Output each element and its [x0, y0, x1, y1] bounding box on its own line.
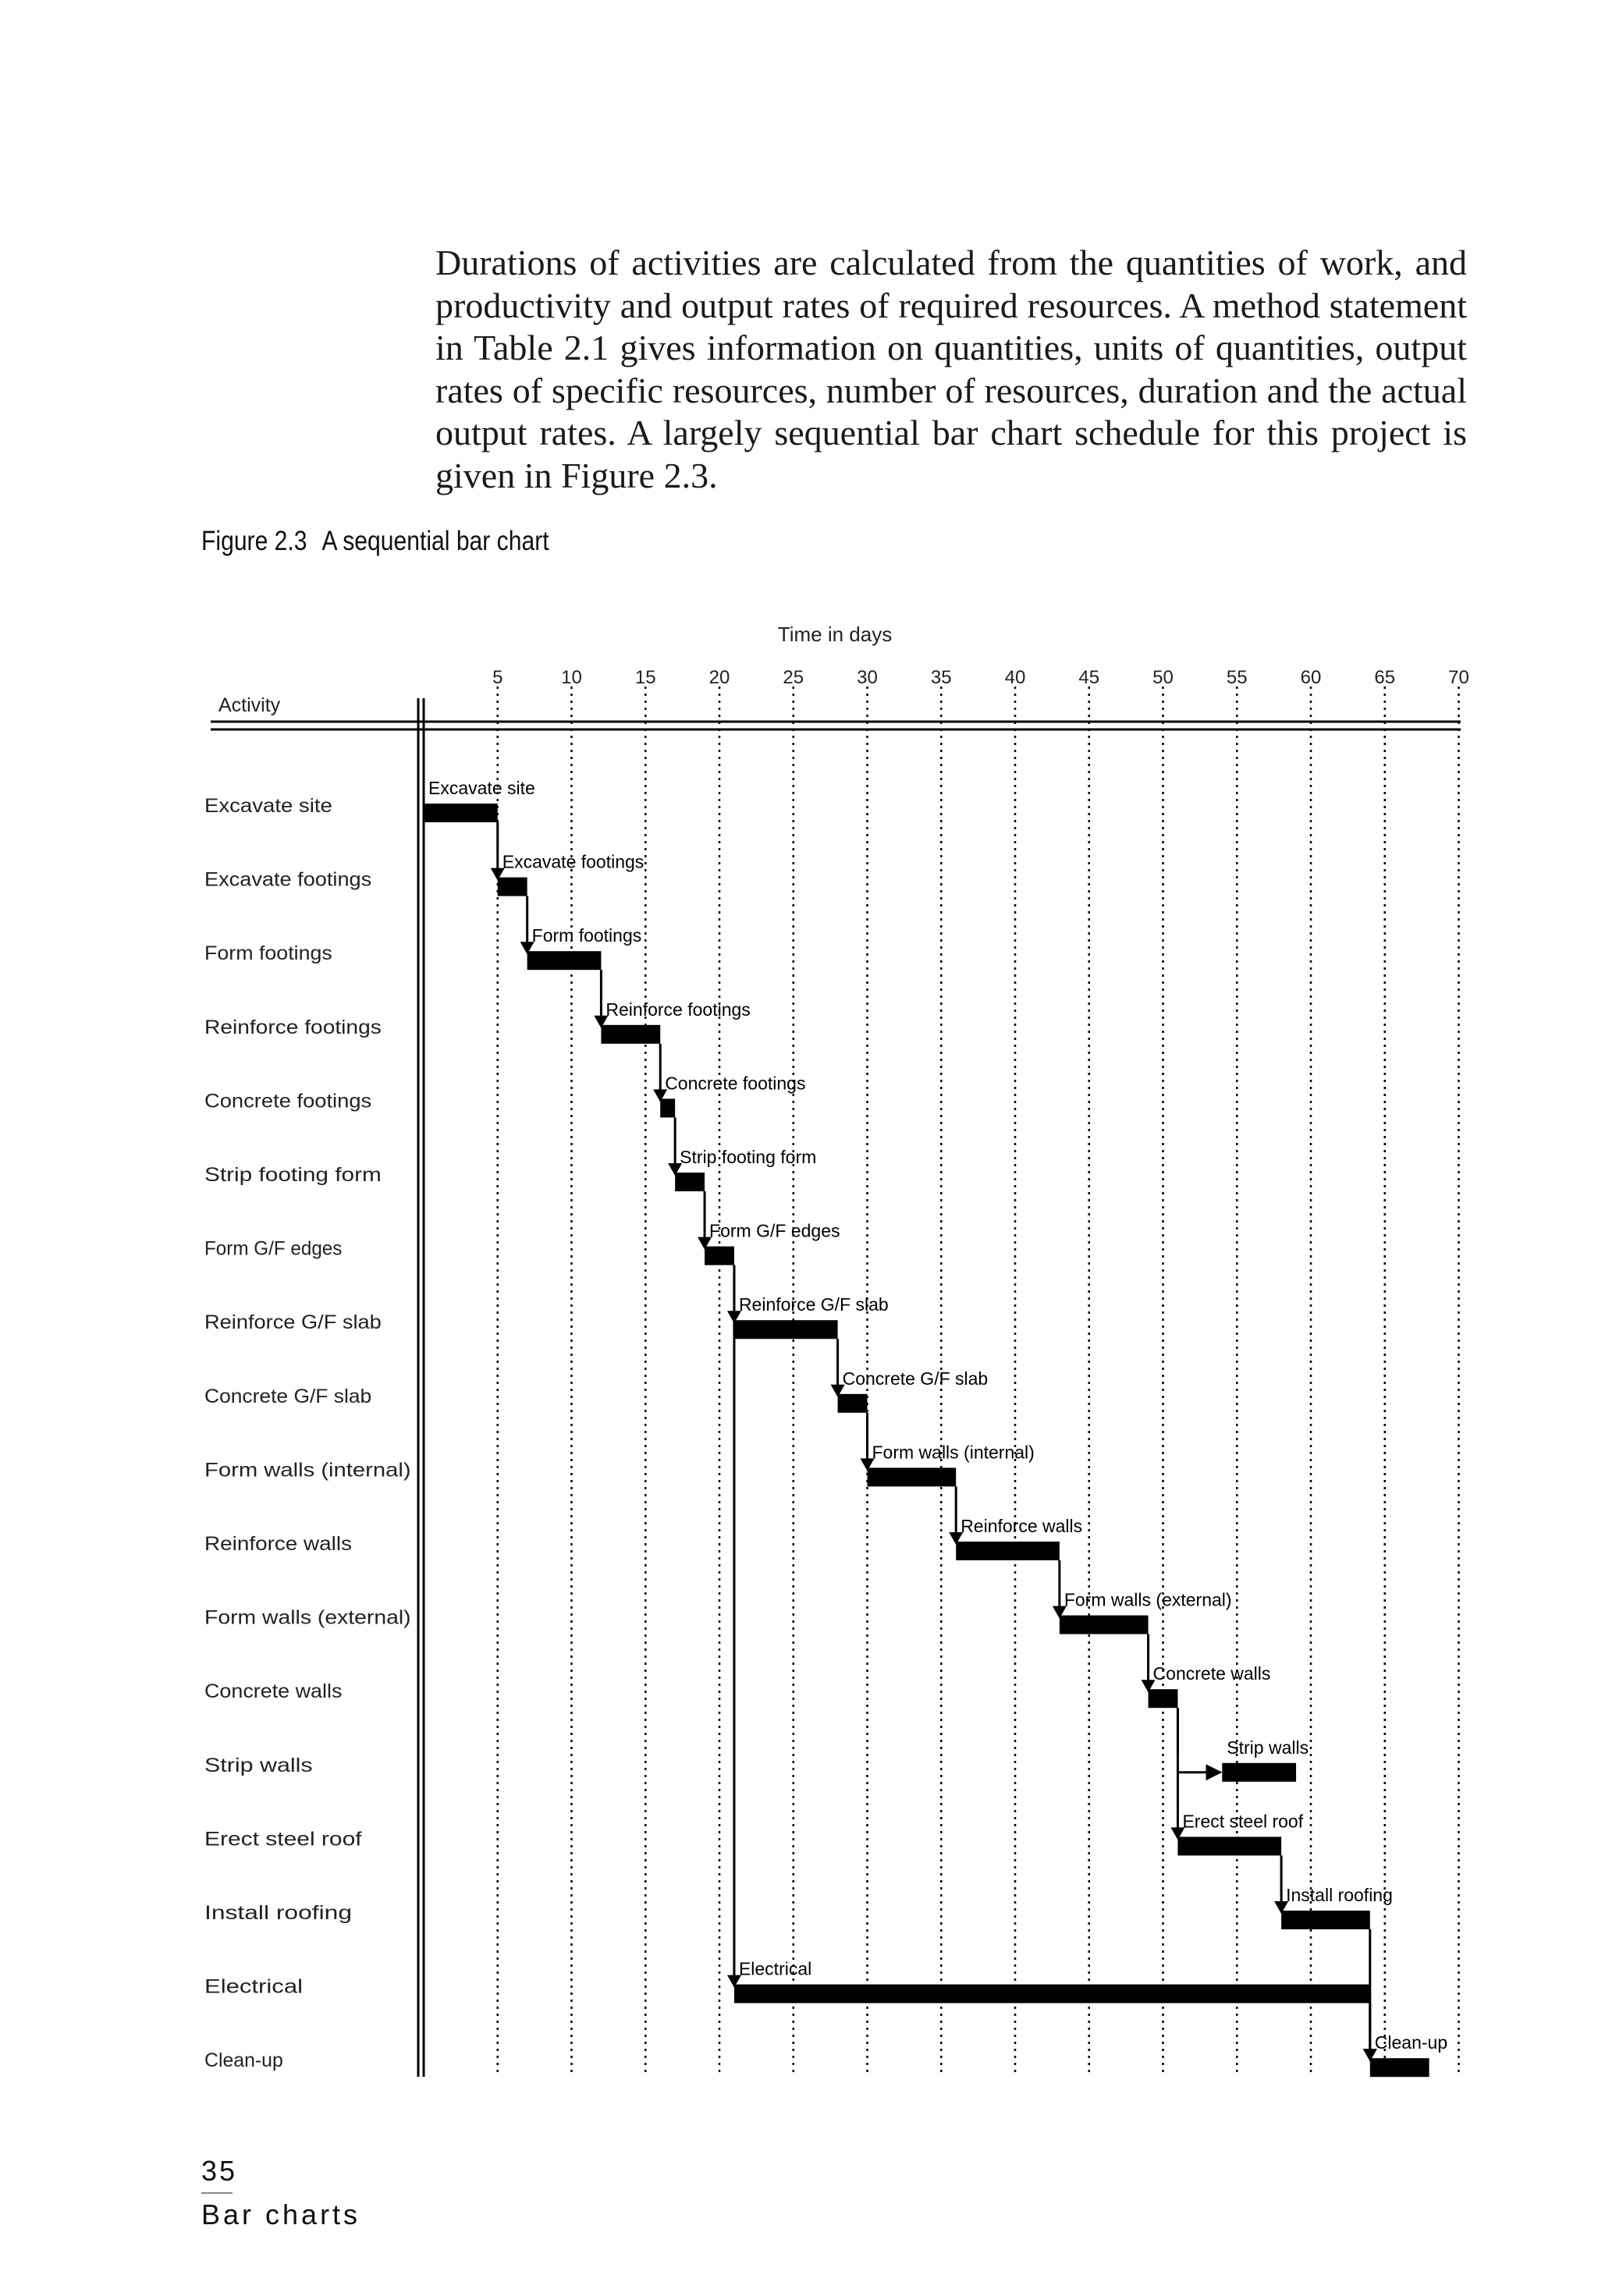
page-number-rule	[201, 2192, 233, 2194]
x-tick-label: 20	[709, 667, 730, 688]
dependency-arrowhead	[1052, 1606, 1067, 1619]
bar-label: Reinforce G/F slab	[739, 1294, 889, 1315]
gantt-bar	[1148, 1689, 1178, 1709]
x-tick-label: 10	[561, 667, 582, 688]
bar-label: Form walls (internal)	[872, 1442, 1035, 1462]
x-tick-label: 30	[857, 667, 878, 688]
activity-label: Form G/F edges	[204, 1238, 342, 1260]
dependency-arrowhead	[1141, 1680, 1156, 1693]
bar-label: Form walls (external)	[1064, 1590, 1232, 1610]
gantt-bar	[601, 1024, 661, 1044]
gantt-bar	[1281, 1911, 1370, 1929]
activity-label: Reinforce footings	[204, 1017, 382, 1038]
x-axis-title: Time in days	[778, 623, 892, 646]
activity-label: Form walls (internal)	[204, 1459, 411, 1481]
bar-label: Strip footing form	[680, 1147, 816, 1167]
activity-label: Excavate site	[204, 795, 332, 817]
dependency-arrowhead	[726, 1975, 741, 1988]
figure-caption: Figure 2.3 A sequential bar chart	[201, 526, 549, 557]
gantt-bar	[1369, 2058, 1429, 2078]
section-title: Bar charts	[201, 2198, 361, 2230]
gantt-bar	[424, 804, 498, 822]
x-tick-label: 60	[1301, 667, 1322, 688]
gantt-bar	[527, 951, 602, 971]
x-tick-label: 15	[635, 667, 656, 688]
gantt-bar	[1059, 1615, 1149, 1634]
bar-label: Concrete footings	[665, 1073, 805, 1093]
bar-label: Form G/F edges	[709, 1221, 840, 1241]
activity-label: Strip walls	[204, 1755, 313, 1776]
body-paragraph: Durations of activities are calculated f…	[435, 243, 1467, 495]
bar-label: Electrical	[739, 1959, 811, 1979]
activity-label: Concrete G/F slab	[204, 1386, 371, 1407]
gantt-bar	[705, 1246, 734, 1265]
bar-label: Concrete G/F slab	[843, 1368, 989, 1389]
gantt-bar	[837, 1393, 868, 1413]
gantt-bar	[675, 1173, 705, 1191]
activity-label: Reinforce G/F slab	[204, 1311, 382, 1333]
x-tick-label: 65	[1374, 667, 1395, 688]
figure-number: Figure 2.3	[201, 526, 307, 556]
dependency-arrowhead	[949, 1532, 964, 1545]
activity-label: Form walls (external)	[204, 1607, 411, 1629]
dependency-arrowhead	[1170, 1827, 1185, 1840]
gantt-bar	[497, 877, 527, 896]
bar-label: Install roofing	[1286, 1885, 1393, 1905]
dependency-arrowhead	[490, 868, 505, 881]
gantt-bar	[1177, 1836, 1282, 1856]
dependency-arrowhead	[698, 1237, 712, 1250]
dependency-arrowhead	[1274, 1901, 1289, 1914]
dependency-arrowhead	[653, 1089, 668, 1102]
gantt-bar	[1222, 1762, 1297, 1782]
dependency-arrowhead	[668, 1163, 683, 1176]
dependency-arrowhead	[830, 1384, 845, 1397]
page-number: 35	[201, 2155, 238, 2187]
bar-label: Reinforce walls	[961, 1516, 1082, 1536]
dependency-arrowhead	[1362, 2049, 1377, 2062]
gantt-bar	[956, 1542, 1060, 1560]
gantt-bar	[660, 1098, 676, 1118]
activity-label: Erect steel roof	[204, 1828, 362, 1850]
bar-label: Excavate footings	[502, 852, 645, 872]
x-tick-label: 35	[931, 667, 952, 688]
x-tick-label: 40	[1005, 667, 1026, 688]
x-tick-label: 70	[1448, 667, 1469, 688]
activity-label: Electrical	[204, 1976, 303, 1998]
bar-label: Form footings	[532, 925, 642, 946]
gantt-bar	[867, 1467, 957, 1487]
activity-label: Excavate footings	[204, 869, 371, 891]
bar-label: Concrete walls	[1153, 1663, 1271, 1684]
figure-title: A sequential bar chart	[321, 526, 549, 556]
activity-label: Clean-up	[204, 2049, 283, 2071]
activity-label: Form footings	[204, 942, 332, 964]
activity-label: Concrete footings	[204, 1090, 371, 1112]
x-tick-label: 45	[1078, 667, 1099, 688]
activity-label: Install roofing	[204, 1902, 352, 1924]
x-tick-label: 5	[492, 667, 502, 688]
bar-label: Strip walls	[1227, 1737, 1309, 1758]
gantt-bar	[733, 1320, 838, 1340]
activity-label: Reinforce walls	[204, 1533, 352, 1555]
activity-column-header: Activity	[218, 694, 281, 716]
bar-label: Erect steel roof	[1182, 1811, 1303, 1831]
activity-label: Strip footing form	[204, 1164, 382, 1186]
dependency-arrowhead	[860, 1458, 875, 1471]
dependency-arrowhead	[594, 1015, 609, 1028]
bar-label: Reinforce footings	[605, 999, 750, 1020]
dependency-arrowhead	[520, 942, 534, 955]
x-tick-label: 25	[783, 667, 804, 688]
bar-label: Clean-up	[1375, 2032, 1447, 2053]
activity-label: Concrete walls	[204, 1680, 342, 1702]
bar-label: Excavate site	[428, 778, 535, 798]
x-tick-label: 55	[1227, 667, 1248, 688]
gantt-bar	[733, 1984, 1370, 2003]
x-tick-label: 50	[1152, 667, 1174, 688]
